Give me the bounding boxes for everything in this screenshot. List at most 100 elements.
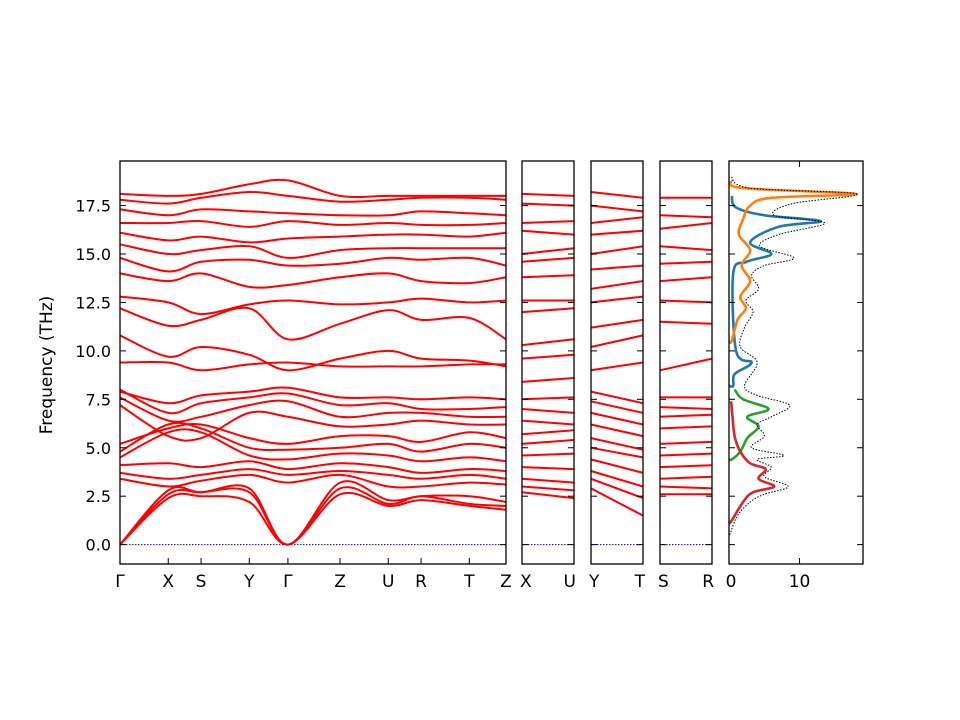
phonon-band-line xyxy=(119,334,507,372)
phonon-band-line xyxy=(119,272,507,289)
y-tick-label: 17.5 xyxy=(75,197,111,216)
phonon-band-line xyxy=(590,458,644,474)
phonon-band-line xyxy=(119,178,506,199)
phonon-band-line xyxy=(119,422,507,445)
kpoint-label: T xyxy=(634,572,646,592)
phonon-band-line xyxy=(590,423,644,438)
phonon-band-line xyxy=(521,338,575,347)
dos-x-tick-label: 10 xyxy=(789,572,811,592)
phonon-band-line xyxy=(119,428,507,463)
phonon-band-line xyxy=(119,306,507,341)
phonon-band-line xyxy=(590,411,644,426)
band-panel-frame xyxy=(590,160,644,565)
phonon-band-line xyxy=(521,307,575,314)
kpoint-label: U xyxy=(564,572,576,592)
kpoint-label: Z xyxy=(334,572,346,592)
phonon-band-line xyxy=(590,487,644,517)
phonon-band-line xyxy=(521,408,575,414)
phonon-band-line xyxy=(521,202,575,207)
phonon-band-line xyxy=(659,425,713,430)
phonon-band-line xyxy=(659,440,713,445)
phonon-band-line xyxy=(521,452,575,457)
kpoint-label: S xyxy=(196,572,207,592)
phonon-band-line xyxy=(119,208,507,217)
phonon-band-line xyxy=(119,243,506,259)
phonon-band-line xyxy=(119,360,507,372)
phonon-band-line xyxy=(119,190,507,205)
phonon-band-line xyxy=(590,229,644,236)
phonon-band-line xyxy=(659,452,713,457)
dos-panel-frame xyxy=(728,160,864,565)
phonon-band-line xyxy=(590,295,644,304)
phonon-band-line xyxy=(590,334,644,348)
kpoint-label: X xyxy=(520,572,532,592)
phonon-band-line xyxy=(521,491,575,500)
phonon-band-line xyxy=(659,320,713,325)
phonon-band-line xyxy=(521,192,575,197)
phonon-band-line xyxy=(659,214,713,219)
phonon-band-line xyxy=(119,386,507,405)
y-tick-label: 12.5 xyxy=(75,293,111,312)
partial-dos-line xyxy=(727,401,776,525)
phonon-band-line xyxy=(590,191,644,199)
dos-x-tick-label: 0 xyxy=(726,572,737,592)
y-tick-label: 15.0 xyxy=(75,245,111,264)
phonon-band-line xyxy=(119,473,507,489)
phonon-band-line xyxy=(119,219,507,228)
phonon-band-line xyxy=(521,485,575,492)
y-tick-label: 7.5 xyxy=(86,390,111,409)
phonon-band-line xyxy=(659,464,713,469)
phonon-band-line xyxy=(659,276,713,283)
kpoint-label: Γ xyxy=(283,572,293,592)
kpoint-label: Γ xyxy=(115,572,125,592)
phonon-band-line xyxy=(659,475,713,480)
phonon-band-line xyxy=(521,256,575,263)
phonon-band-line xyxy=(590,204,644,213)
phonon-band-line xyxy=(590,264,644,271)
phonon-band-line xyxy=(521,466,575,471)
phonon-band-line xyxy=(521,274,575,279)
phonon-band-line xyxy=(119,460,507,474)
phonon-band-line xyxy=(590,361,644,372)
phonon-band-line xyxy=(590,470,644,488)
phonon-band-line xyxy=(521,353,575,360)
kpoint-label: T xyxy=(463,572,475,592)
phonon-band-line xyxy=(659,485,713,490)
kpoint-label: R xyxy=(702,572,714,592)
phonon-band-line xyxy=(119,231,507,244)
phonon-band-line xyxy=(521,247,575,255)
phonon-band-line xyxy=(659,406,713,410)
phonon-band-line xyxy=(590,400,644,414)
y-tick-label: 2.5 xyxy=(86,487,111,506)
phonon-band-line xyxy=(521,220,575,224)
kpoint-label: Y xyxy=(243,572,255,592)
phonon-band-line xyxy=(119,468,507,480)
kpoint-label: X xyxy=(162,572,174,592)
phonon-band-line xyxy=(119,388,507,415)
phonon-band-line xyxy=(590,477,644,500)
phonon-band-line xyxy=(119,486,507,546)
y-tick-label: 5.0 xyxy=(86,439,111,458)
phonon-band-line xyxy=(119,404,507,442)
phonon-band-line xyxy=(659,413,713,418)
y-tick-label: 10.0 xyxy=(75,342,111,361)
kpoint-label: S xyxy=(658,572,669,592)
phonon-band-line xyxy=(119,421,507,453)
partial-dos-line xyxy=(728,388,770,462)
phonon-band-line xyxy=(521,429,575,436)
phonon-band-line xyxy=(521,419,575,426)
phonon-band-line xyxy=(590,280,644,290)
phonon-band-line xyxy=(521,396,575,401)
phonon-band-line xyxy=(590,446,644,459)
phonon-band-line xyxy=(659,357,713,372)
phonon-band-line xyxy=(590,390,644,405)
phonon-band-line xyxy=(590,245,644,255)
kpoint-label: Y xyxy=(588,572,600,592)
total-dos-line xyxy=(729,176,858,536)
band-panel-frame xyxy=(521,160,575,565)
kpoint-label: Z xyxy=(500,572,512,592)
phonon-band-line xyxy=(119,295,507,316)
phonon-band-line xyxy=(659,222,713,230)
